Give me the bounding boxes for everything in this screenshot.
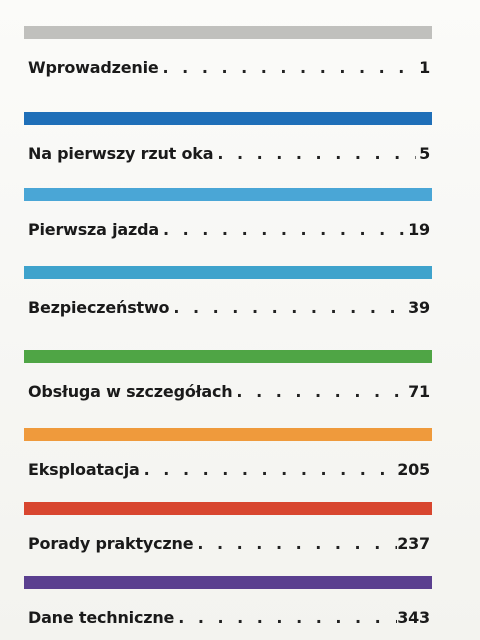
page-number: 205 bbox=[397, 460, 430, 479]
toc-line: Obsługa w szczegółach . . . . . . . . . … bbox=[24, 382, 432, 401]
leader-dots: . . . . . . . . . . . . . . . . . . . . … bbox=[143, 460, 398, 479]
toc-entry-first-look[interactable]: Na pierwszy rzut oka . . . . . . . . . .… bbox=[24, 112, 432, 163]
page-number: 5 bbox=[419, 144, 430, 163]
toc-entry-operation-details[interactable]: Obsługa w szczegółach . . . . . . . . . … bbox=[24, 350, 432, 401]
toc-entry-technical-data[interactable]: Dane techniczne . . . . . . . . . . . . … bbox=[24, 576, 432, 627]
toc-line: Dane techniczne . . . . . . . . . . . . … bbox=[24, 608, 432, 627]
toc-entry-practical-tips[interactable]: Porady praktyczne . . . . . . . . . . . … bbox=[24, 502, 432, 553]
toc-entry-safety[interactable]: Bezpieczeństwo . . . . . . . . . . . . .… bbox=[24, 266, 432, 317]
leader-dots: . . . . . . . . . . . . . . . . . . . . … bbox=[217, 144, 416, 163]
section-title: Wprowadzenie bbox=[28, 58, 159, 77]
leader-dots: . . . . . . . . . . . . . . . . . . . . … bbox=[162, 58, 416, 77]
toc-line: Porady praktyczne . . . . . . . . . . . … bbox=[24, 534, 432, 553]
toc-line: Pierwsza jazda . . . . . . . . . . . . .… bbox=[24, 220, 432, 239]
section-color-bar bbox=[24, 266, 432, 279]
page-number: 343 bbox=[397, 608, 430, 627]
toc-entry-first-drive[interactable]: Pierwsza jazda . . . . . . . . . . . . .… bbox=[24, 188, 432, 239]
toc-line: Eksploatacja . . . . . . . . . . . . . .… bbox=[24, 460, 432, 479]
leader-dots: . . . . . . . . . . . . . . . . . . . . … bbox=[162, 220, 409, 239]
toc-entry-maintenance[interactable]: Eksploatacja . . . . . . . . . . . . . .… bbox=[24, 428, 432, 479]
section-color-bar bbox=[24, 502, 432, 515]
section-title: Na pierwszy rzut oka bbox=[28, 144, 214, 163]
section-color-bar bbox=[24, 576, 432, 589]
section-color-bar bbox=[24, 112, 432, 125]
section-color-bar bbox=[24, 26, 432, 39]
page-number: 39 bbox=[408, 298, 430, 317]
page-number: 71 bbox=[408, 382, 430, 401]
toc-entry-introduction[interactable]: Wprowadzenie . . . . . . . . . . . . . .… bbox=[24, 26, 432, 77]
toc-line: Na pierwszy rzut oka . . . . . . . . . .… bbox=[24, 144, 432, 163]
section-color-bar bbox=[24, 188, 432, 201]
section-title: Eksploatacja bbox=[28, 460, 140, 479]
page-number: 19 bbox=[408, 220, 430, 239]
section-title: Pierwsza jazda bbox=[28, 220, 159, 239]
section-title: Bezpieczeństwo bbox=[28, 298, 170, 317]
page-number: 237 bbox=[397, 534, 430, 553]
toc-line: Wprowadzenie . . . . . . . . . . . . . .… bbox=[24, 58, 432, 77]
section-title: Dane techniczne bbox=[28, 608, 175, 627]
section-color-bar bbox=[24, 350, 432, 363]
leader-dots: . . . . . . . . . . . . . . . . . . . . … bbox=[178, 608, 397, 627]
section-title: Porady praktyczne bbox=[28, 534, 194, 553]
leader-dots: . . . . . . . . . . . . . . . . . . . . … bbox=[197, 534, 397, 553]
section-title: Obsługa w szczegółach bbox=[28, 382, 233, 401]
section-color-bar bbox=[24, 428, 432, 441]
page-number: 1 bbox=[419, 58, 430, 77]
leader-dots: . . . . . . . . . . . . . . . . . . . . … bbox=[236, 382, 408, 401]
toc-line: Bezpieczeństwo . . . . . . . . . . . . .… bbox=[24, 298, 432, 317]
leader-dots: . . . . . . . . . . . . . . . . . . . . … bbox=[173, 298, 408, 317]
